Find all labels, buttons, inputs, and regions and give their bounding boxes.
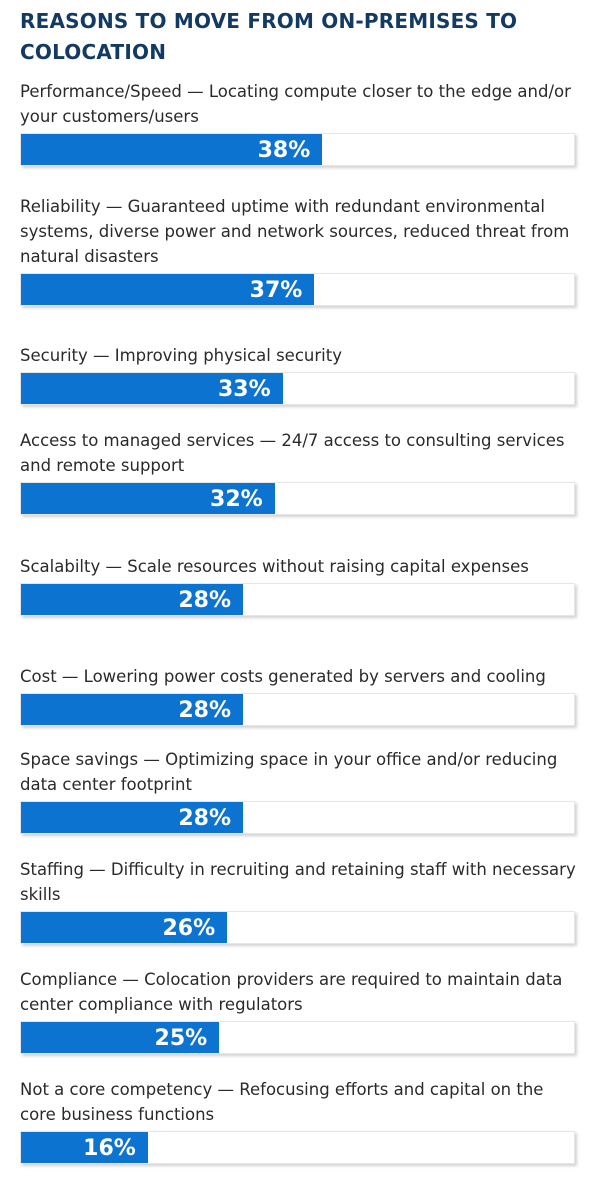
- bar-value-label: 37%: [249, 278, 303, 303]
- bar-track: 37%: [20, 273, 575, 306]
- bar: 37%: [21, 274, 315, 305]
- bar-track: 25%: [20, 1021, 575, 1054]
- bar: 25%: [21, 1022, 220, 1053]
- bar: 16%: [21, 1132, 148, 1163]
- bar-category-label: Compliance — Colocation providers are re…: [20, 970, 563, 1014]
- bar-value-label: 25%: [154, 1026, 208, 1051]
- bar-value-label: 16%: [83, 1136, 136, 1161]
- bar-category-label: Staffing — Difficulty in recruiting and …: [20, 860, 576, 904]
- bar-track: 26%: [20, 911, 575, 944]
- bar-value-label: 28%: [178, 698, 231, 723]
- bar-value-label: 28%: [178, 806, 231, 831]
- bar: 26%: [21, 912, 228, 943]
- bar: 32%: [21, 483, 275, 514]
- bar-track: 33%: [20, 372, 575, 405]
- bar: 33%: [21, 373, 283, 404]
- bar-track: 28%: [20, 693, 575, 726]
- bar-track: 28%: [20, 583, 575, 616]
- chart-title: REASONS TO MOVE FROM ON-PREMISES TO COLO…: [20, 9, 518, 64]
- bar-value-label: 32%: [210, 487, 263, 512]
- bar-value-label: 38%: [257, 138, 311, 163]
- bar-category-label: Cost — Lowering power costs generated by…: [20, 667, 546, 686]
- bar-category-label: Security — Improving physical security: [20, 346, 342, 365]
- bar-track: 32%: [20, 482, 575, 515]
- bar-category-label: Access to managed services — 24/7 access…: [20, 431, 565, 475]
- bar-value-label: 33%: [217, 377, 271, 402]
- bar-value-label: 26%: [162, 916, 216, 941]
- bar-category-label: Performance/Speed — Locating compute clo…: [20, 82, 571, 126]
- bar-track: 38%: [20, 133, 575, 166]
- bar: 28%: [21, 694, 243, 725]
- bar-category-label: Space savings — Optimizing space in your…: [20, 750, 558, 794]
- bar-value-label: 28%: [178, 588, 231, 613]
- bar-category-label: Reliability — Guaranteed uptime with red…: [20, 197, 570, 266]
- bar-category-label: Not a core competency — Refocusing effor…: [20, 1080, 544, 1124]
- bar-track: 16%: [20, 1131, 575, 1164]
- bar-track: 28%: [20, 801, 575, 834]
- bar-category-label: Scalabilty — Scale resources without rai…: [20, 557, 529, 576]
- bar: 38%: [21, 134, 323, 165]
- bar: 28%: [21, 584, 243, 615]
- bar: 28%: [21, 802, 243, 833]
